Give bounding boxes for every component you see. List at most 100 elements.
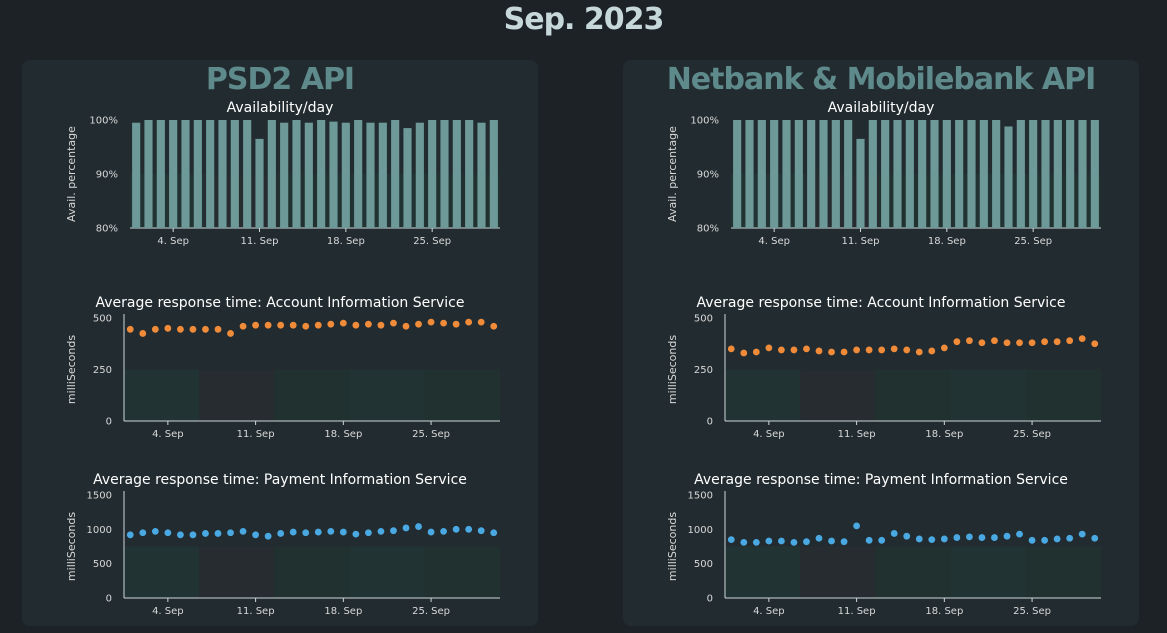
- y-tick-label: 0: [707, 417, 713, 428]
- data-point: [978, 534, 986, 541]
- x-tick-label: 18. Sep: [327, 236, 365, 247]
- bar: [955, 120, 964, 228]
- bar: [489, 120, 498, 228]
- panel-title: Netbank & Mobilebank API: [666, 62, 1097, 97]
- data-point: [151, 325, 159, 333]
- plot-band: [426, 174, 500, 228]
- data-point: [126, 325, 134, 333]
- ais-response-chart: Average response time: Account Informati…: [666, 295, 1101, 440]
- data-point: [277, 530, 285, 537]
- availability-chart: Availability/day Avail. percentage 80% 90% 1…: [65, 100, 500, 247]
- x-tick-label: 4. Sep: [157, 236, 189, 247]
- data-point: [327, 527, 335, 535]
- data-point: [865, 346, 873, 354]
- bar: [930, 120, 939, 228]
- data-point: [239, 527, 247, 535]
- data-point: [440, 319, 447, 327]
- plot-band: [731, 174, 805, 228]
- data-point: [765, 344, 773, 352]
- y-tick-label: 1500: [87, 491, 112, 502]
- y-tick-label: 500: [93, 559, 112, 570]
- bar: [391, 120, 400, 228]
- data-point: [966, 533, 973, 541]
- x-tick-label: 18. Sep: [925, 606, 963, 617]
- bar: [317, 120, 326, 228]
- x-tick-label: 25. Sep: [1014, 236, 1052, 247]
- data-point: [339, 319, 347, 327]
- data-point: [1053, 338, 1061, 346]
- x-tick-label: 25. Sep: [412, 606, 450, 617]
- data-point: [890, 530, 898, 537]
- data-point: [427, 528, 435, 536]
- plot-band: [875, 369, 951, 421]
- bar: [918, 120, 927, 228]
- y-axis-label: milliSeconds: [666, 512, 679, 581]
- data-point: [740, 538, 748, 546]
- bar: [782, 120, 791, 228]
- data-point: [415, 320, 422, 328]
- availability-chart: Availability/day Avail. percentage 80% 90% 1…: [666, 100, 1101, 247]
- data-point: [752, 348, 760, 356]
- data-point: [352, 321, 360, 329]
- data-point: [214, 325, 222, 333]
- data-point: [953, 534, 961, 541]
- plot-band: [352, 174, 426, 228]
- bar: [465, 120, 474, 228]
- data-point: [415, 523, 422, 530]
- data-point: [289, 321, 297, 329]
- data-point: [289, 528, 297, 536]
- data-point: [878, 346, 886, 354]
- data-point: [1078, 530, 1086, 538]
- data-point: [1041, 536, 1048, 544]
- bar: [341, 122, 350, 228]
- data-point: [227, 330, 234, 337]
- data-point: [314, 528, 322, 536]
- y-tick-label: 0: [106, 594, 112, 605]
- bar: [255, 138, 264, 228]
- data-point: [126, 531, 134, 539]
- bar: [979, 120, 988, 228]
- bar: [156, 120, 165, 228]
- bar: [1066, 120, 1075, 228]
- bar: [757, 120, 766, 228]
- bar: [1078, 120, 1087, 228]
- data-point: [840, 538, 848, 546]
- bar: [807, 120, 816, 228]
- plot-band: [1027, 174, 1101, 228]
- data-point: [1016, 530, 1023, 538]
- y-axis-label: Avail. percentage: [65, 126, 78, 222]
- bar: [819, 120, 828, 228]
- data-point: [177, 531, 184, 539]
- x-tick-label: 25. Sep: [1013, 606, 1051, 617]
- data-point: [277, 321, 285, 329]
- data-point: [840, 348, 848, 356]
- ais-response-chart: Average response time: Account Informati…: [65, 295, 500, 440]
- plot-band: [424, 546, 500, 598]
- plot-band: [1025, 369, 1101, 421]
- data-point: [189, 325, 197, 333]
- data-point: [1053, 535, 1061, 543]
- plot-band: [800, 546, 876, 598]
- y-axis-label: milliSeconds: [666, 335, 679, 404]
- data-point: [402, 524, 410, 532]
- data-point: [440, 527, 447, 535]
- bar: [304, 122, 313, 228]
- bar: [1029, 120, 1038, 228]
- plot-band: [950, 546, 1026, 598]
- y-axis-label: milliSeconds: [65, 512, 78, 581]
- plot-band: [725, 546, 801, 598]
- data-point: [490, 529, 498, 537]
- y-tick-label: 250: [93, 365, 112, 376]
- plot-band: [274, 369, 350, 421]
- data-point: [465, 318, 473, 326]
- plot-band: [124, 546, 200, 598]
- data-point: [402, 322, 410, 330]
- data-point: [314, 321, 322, 329]
- data-point: [327, 320, 335, 328]
- plot-band: [199, 369, 275, 421]
- bar: [206, 120, 215, 228]
- panel-psd2-api: PSD2 API Availability/day Avail. percenta…: [22, 60, 538, 626]
- data-point: [978, 339, 986, 347]
- data-point: [778, 537, 785, 545]
- x-tick-label: 11. Sep: [237, 606, 275, 617]
